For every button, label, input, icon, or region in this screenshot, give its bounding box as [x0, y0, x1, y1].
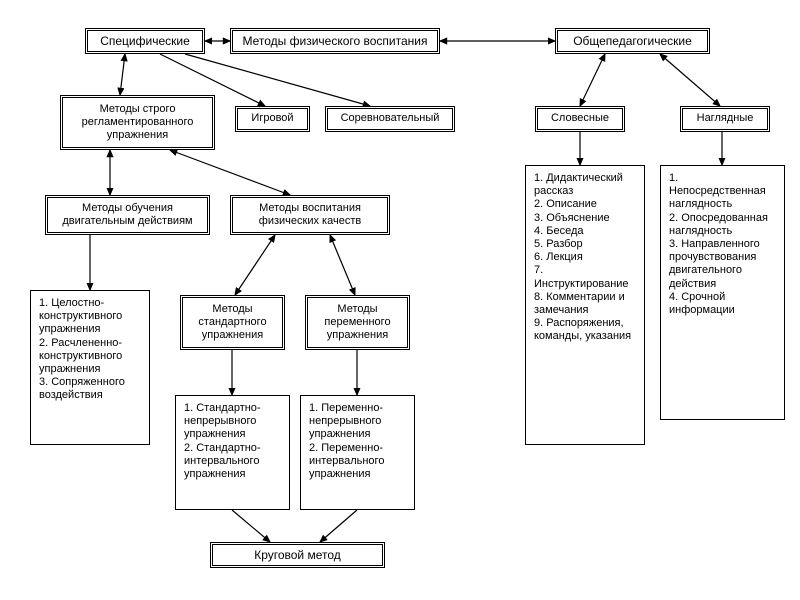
edge-strict-qual — [170, 150, 290, 195]
node-circular: Круговой метод — [210, 542, 385, 568]
node-verbal: Словесные — [535, 106, 625, 132]
node-learn: Методы обучения двигательным действиям — [45, 195, 210, 235]
node-qual: Методы воспитания физических качеств — [230, 195, 390, 235]
node-compet: Соревновательный — [325, 106, 455, 132]
node-visual: Наглядные — [680, 106, 770, 132]
node-strict: Методы строго регламентированного упражн… — [60, 95, 215, 150]
node-standard: Методы стандартного упражнения — [180, 295, 285, 350]
edge-general-visual — [660, 54, 720, 106]
node-specific: Специфические — [85, 28, 205, 54]
edge-qual-standard — [235, 235, 275, 295]
edge-specific-strict — [120, 54, 125, 95]
node-game: Игровой — [235, 106, 310, 132]
edge-general-verbal — [580, 54, 605, 106]
node-variable: Методы переменного упражнения — [305, 295, 410, 350]
node-var_list: 1. Переменно-непрерывного упражнения 2. … — [300, 395, 415, 510]
node-root: Методы физического воспитания — [230, 28, 440, 54]
node-std_list: 1. Стандартно-непрерывного упражнения 2.… — [175, 395, 290, 510]
edge-qual-variable — [330, 235, 355, 295]
node-visual_list: 1. Непосредственная наглядность 2. Опоср… — [660, 165, 785, 420]
node-verbal_list: 1. Дидактический рассказ 2. Описание 3. … — [525, 165, 645, 445]
node-learn_list: 1. Целостно-конструктивного упражнения 2… — [30, 290, 150, 445]
edge-std_list-circular — [232, 510, 270, 542]
node-general: Общепедагогические — [555, 28, 710, 54]
edge-var_list-circular — [320, 510, 357, 542]
